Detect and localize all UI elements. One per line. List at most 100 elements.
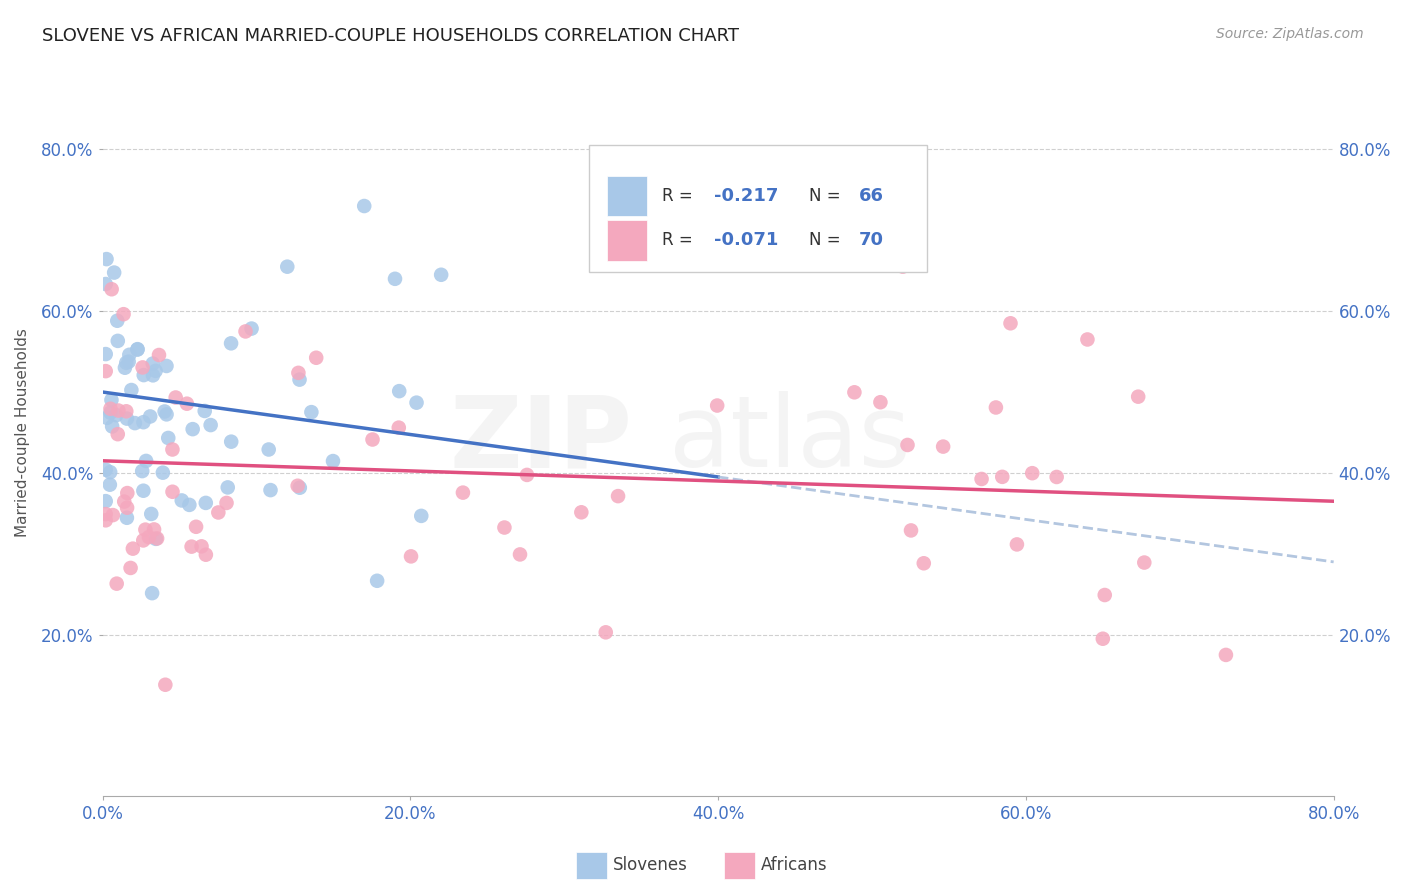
Point xyxy=(1091,632,1114,646)
Point xyxy=(200,418,222,433)
Point xyxy=(287,366,309,380)
Point xyxy=(94,364,117,378)
Point xyxy=(984,401,1007,415)
Point xyxy=(516,467,538,482)
Point xyxy=(146,532,169,546)
Point xyxy=(120,561,142,575)
Point xyxy=(388,420,411,434)
Point xyxy=(181,422,204,436)
Point xyxy=(322,454,344,468)
Point xyxy=(118,354,141,368)
Point xyxy=(162,442,184,457)
Point xyxy=(122,541,145,556)
FancyBboxPatch shape xyxy=(589,145,928,272)
Point xyxy=(94,494,117,508)
Point xyxy=(152,466,174,480)
Point xyxy=(844,385,866,400)
Point xyxy=(194,404,217,418)
Point xyxy=(932,440,955,454)
Point xyxy=(509,548,531,562)
Text: Source: ZipAtlas.com: Source: ZipAtlas.com xyxy=(1216,27,1364,41)
Point xyxy=(141,507,163,521)
Point xyxy=(900,524,922,538)
Point xyxy=(96,410,118,425)
Point xyxy=(276,260,298,274)
Point xyxy=(134,523,156,537)
Point xyxy=(170,493,193,508)
Text: 66: 66 xyxy=(859,187,883,205)
Point xyxy=(1005,537,1028,551)
Point xyxy=(98,465,121,479)
Point xyxy=(165,391,187,405)
Point xyxy=(1128,390,1150,404)
Point xyxy=(115,356,138,370)
Point xyxy=(361,433,384,447)
Point xyxy=(184,520,207,534)
Point xyxy=(869,395,891,409)
Point xyxy=(1215,648,1237,662)
Point xyxy=(162,484,184,499)
Point xyxy=(145,364,167,378)
Point xyxy=(1046,470,1069,484)
Text: R =: R = xyxy=(661,187,697,205)
Point xyxy=(112,307,135,321)
Point xyxy=(706,399,728,413)
Point xyxy=(157,431,180,445)
Point xyxy=(138,530,160,544)
Point xyxy=(180,540,202,554)
Point xyxy=(100,392,122,407)
Point xyxy=(1133,556,1156,570)
Text: SLOVENE VS AFRICAN MARRIED-COUPLE HOUSEHOLDS CORRELATION CHART: SLOVENE VS AFRICAN MARRIED-COUPLE HOUSEH… xyxy=(42,27,740,45)
Point xyxy=(970,472,993,486)
Point xyxy=(94,277,117,291)
Point xyxy=(215,496,238,510)
Point xyxy=(388,384,411,398)
Point xyxy=(115,500,138,515)
Point xyxy=(607,489,630,503)
Point xyxy=(399,549,422,564)
Point xyxy=(288,373,311,387)
Point xyxy=(569,505,592,519)
Point xyxy=(259,483,281,497)
Point xyxy=(207,506,229,520)
Point xyxy=(98,477,121,491)
Point xyxy=(142,357,165,371)
Point xyxy=(305,351,328,365)
Point xyxy=(118,348,141,362)
Point xyxy=(114,360,136,375)
Point xyxy=(155,678,177,692)
Point xyxy=(891,260,914,274)
Point xyxy=(176,397,198,411)
Point xyxy=(105,576,128,591)
Point xyxy=(135,454,157,468)
Point xyxy=(96,252,118,266)
Point xyxy=(124,416,146,430)
Text: N =: N = xyxy=(810,232,846,250)
Point xyxy=(107,427,129,442)
FancyBboxPatch shape xyxy=(607,176,647,216)
Point xyxy=(107,334,129,348)
Point xyxy=(143,523,166,537)
Point xyxy=(142,368,165,383)
Point xyxy=(115,510,138,524)
Point xyxy=(155,408,177,422)
Point xyxy=(287,479,309,493)
Point xyxy=(94,347,117,361)
Point xyxy=(240,321,263,335)
Point xyxy=(194,496,217,510)
Point xyxy=(127,342,149,356)
Point xyxy=(145,532,167,546)
Y-axis label: Married-couple Households: Married-couple Households xyxy=(15,328,30,537)
Point xyxy=(148,348,170,362)
Point xyxy=(155,359,177,373)
Point xyxy=(120,383,142,397)
Point xyxy=(141,586,163,600)
Point xyxy=(105,408,128,422)
Point xyxy=(235,325,257,339)
Point xyxy=(1000,316,1022,330)
Point xyxy=(430,268,453,282)
Point xyxy=(194,548,217,562)
Point xyxy=(754,194,776,209)
Point xyxy=(127,343,149,357)
Point xyxy=(288,481,311,495)
